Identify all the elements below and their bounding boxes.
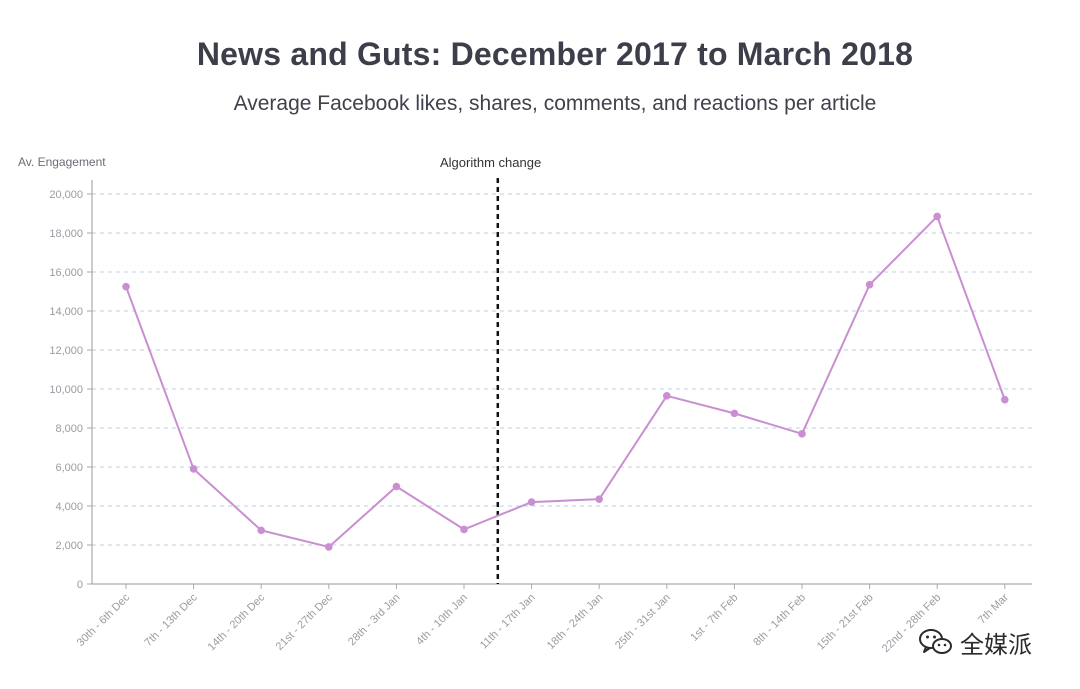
x-tick-label: 21st - 27th Dec: [274, 591, 336, 653]
x-tick-label: 7th Mar: [976, 591, 1011, 626]
data-point: [257, 526, 266, 535]
x-tick-label: 7th - 13th Dec: [142, 591, 200, 649]
x-tick-label: 18th - 24th Jan: [545, 592, 605, 652]
x-tick-label: 1st - 7th Feb: [688, 592, 740, 644]
x-tick-label: 28th - 3rd Jan: [346, 592, 402, 648]
x-tick-label: 11th - 17th Jan: [478, 592, 538, 652]
y-tick-label: 12,000: [49, 345, 83, 357]
y-tick-label: 0: [77, 579, 83, 591]
wechat-icon: [919, 629, 952, 654]
y-tick-label: 4,000: [55, 501, 83, 513]
series-line: [125, 215, 1006, 548]
watermark: 全媒派: [918, 624, 1032, 660]
data-point: [189, 465, 198, 473]
data-point: [325, 543, 333, 551]
data-point: [392, 482, 401, 491]
x-tick-label: 25th - 31st Jan: [613, 592, 673, 652]
data-point: [1001, 395, 1009, 404]
y-tick-label: 20,000: [49, 189, 83, 201]
x-tick-label: 15th - 21st Feb: [815, 592, 876, 653]
y-axis-label: Av. Engagement: [18, 155, 106, 169]
x-tick-label: 8th - 14th Feb: [751, 592, 808, 649]
y-tick-label: 18,000: [49, 228, 83, 240]
data-point: [122, 282, 130, 291]
y-tick-label: 8,000: [55, 423, 83, 435]
y-tick-label: 10,000: [49, 384, 83, 396]
data-point: [865, 280, 874, 289]
y-tick-label: 2,000: [55, 540, 83, 552]
data-point: [933, 212, 941, 221]
data-point: [730, 409, 739, 418]
y-tick-label: 6,000: [55, 462, 83, 474]
data-point: [460, 525, 468, 534]
x-tick-label: 30th - 6th Dec: [75, 591, 133, 649]
data-point: [595, 495, 603, 503]
y-tick-label: 14,000: [49, 306, 83, 318]
chart-title: News and Guts: December 2017 to March 20…: [196, 36, 914, 72]
y-tick-label: 16,000: [49, 267, 83, 279]
x-tick-label: 4th - 10th Jan: [414, 592, 470, 648]
x-tick-label: 14th - 20th Dec: [206, 591, 268, 653]
chart-subtitle: Average Facebook likes, shares, comments…: [233, 92, 877, 115]
data-point: [527, 498, 536, 506]
data-point: [798, 430, 806, 438]
watermark-text: 全媒派: [960, 630, 1032, 659]
algorithm-change-label: Algorithm change: [440, 155, 542, 170]
data-point: [663, 392, 671, 400]
